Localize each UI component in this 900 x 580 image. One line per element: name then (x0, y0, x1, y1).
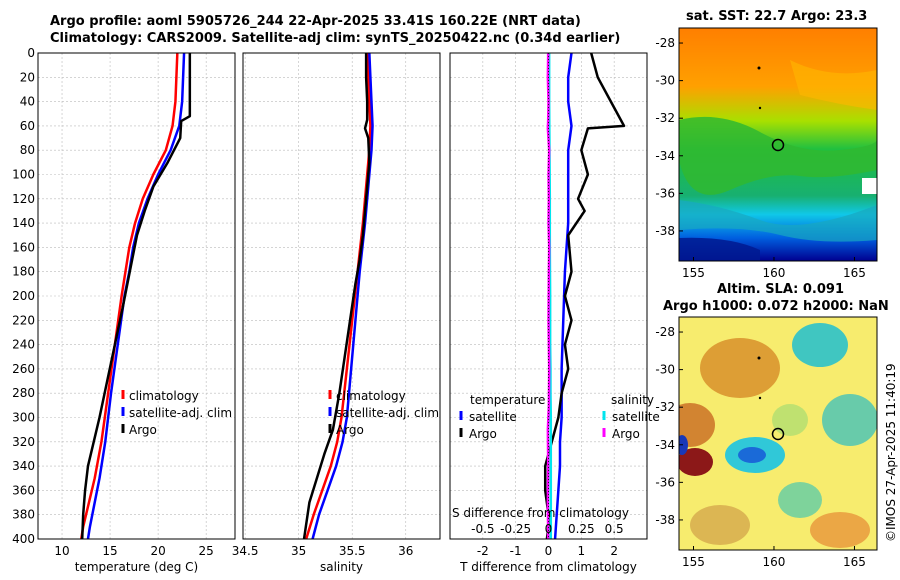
map-lat-label: -32 (655, 111, 675, 125)
x-tick-label: 25 (199, 544, 214, 558)
map-lat-label: -30 (655, 363, 675, 377)
map-lon-label: 165 (843, 266, 866, 280)
series-line-argo (302, 53, 371, 540)
legend-label: satellite-adj. clim (129, 406, 232, 420)
y-tick-label: 300 (12, 411, 35, 425)
x-tick-label: 36 (398, 544, 413, 558)
map-lon-label: 160 (763, 266, 786, 280)
map-lat-label: -38 (655, 224, 675, 238)
series-line-climatology (80, 52, 179, 540)
y-tick-label: 80 (20, 143, 35, 157)
legend-label: Argo (469, 427, 497, 441)
x-axis-label: temperature (deg C) (75, 560, 198, 574)
y-tick-label: 20 (20, 70, 35, 84)
x-tick-label: -1 (510, 544, 522, 558)
map-lat-label: -32 (655, 400, 675, 414)
map-lon-label: 160 (763, 555, 786, 569)
sst-argo-marker (771, 138, 785, 152)
x-tick-label: 15 (102, 544, 117, 558)
y-tick-label: 320 (12, 435, 35, 449)
secondary-tick-label: 0.25 (568, 522, 595, 536)
y-tick-label: 220 (12, 313, 35, 327)
legend-label: Argo (129, 423, 157, 437)
y-tick-label: 100 (12, 168, 35, 182)
legend-label: climatology (129, 389, 199, 403)
sst-map: -28 -30 -32 -34 -36 -38 155 160 165 (655, 27, 878, 280)
map-lat-label: -36 (655, 186, 675, 200)
title-line-1: Argo profile: aoml 5905726_244 22-Apr-20… (50, 14, 581, 29)
map-lat-label: -34 (655, 438, 675, 452)
map-lat-label: -30 (655, 74, 675, 88)
series-line-temperature-satellite (553, 52, 573, 540)
legend-label: satellite (612, 410, 660, 424)
x-tick-label: 34.5 (232, 544, 259, 558)
y-tick-label: 140 (12, 216, 35, 230)
map-lat-label: -28 (655, 325, 675, 339)
legend-label: climatology (336, 389, 406, 403)
sst-map-title: sat. SST: 22.7 Argo: 23.3 (686, 9, 868, 24)
y-tick-label: 260 (12, 362, 35, 376)
x-axis-label: salinity (320, 560, 363, 574)
y-tick-label: 240 (12, 338, 35, 352)
x-tick-label: -2 (477, 544, 489, 558)
series-line-satellite-adj-clim (311, 52, 374, 540)
y-tick-label: 340 (12, 459, 35, 473)
x-tick-label: 1 (578, 544, 586, 558)
series-line-argo (80, 53, 192, 540)
y-tick-label: 40 (20, 95, 35, 109)
legend-label: Argo (612, 427, 640, 441)
axes-frame (449, 52, 648, 540)
x-tick-label: 35 (291, 544, 306, 558)
y-tick-label: 200 (12, 289, 35, 303)
legend-label: satellite-adj. clim (336, 406, 439, 420)
sla-title-line-2: Argo h1000: 0.072 h2000: NaN (663, 299, 889, 314)
y-tick-label: 280 (12, 386, 35, 400)
secondary-tick-label: -0.5 (471, 522, 494, 536)
x-tick-label: 20 (150, 544, 165, 558)
map-lon-label: 165 (843, 555, 866, 569)
axes-frame (242, 52, 441, 540)
title-line-2: Climatology: CARS2009. Satellite-adj cli… (50, 31, 621, 46)
x-tick-label: 0 (545, 544, 553, 558)
secondary-tick-label: -0.25 (500, 522, 531, 536)
y-tick-label: 120 (12, 192, 35, 206)
map-lon-label: 155 (682, 555, 705, 569)
y-tick-label: 380 (12, 508, 35, 522)
x-tick-label: 10 (54, 544, 69, 558)
map-lat-label: -36 (655, 475, 675, 489)
sla-argo-marker (771, 427, 785, 441)
sla-title-line-1: Altim. SLA: 0.091 (717, 282, 844, 297)
difference-panel: -2 -1 0 1 2 T difference from climatology S di… (449, 52, 660, 574)
secondary-tick-label: 0.5 (605, 522, 624, 536)
sla-map: -28 -30 -32 -34 -36 -38 155 160 165 (655, 316, 878, 569)
axes-frame (37, 52, 236, 540)
imos-timestamp: ©IMOS 27-Apr-2025 11:40:19 (884, 363, 898, 542)
legend-label: Argo (336, 423, 364, 437)
y-tick-label: 60 (20, 119, 35, 133)
secondary-axis-label: S difference from climatology (452, 506, 629, 520)
y-tick-label: 180 (12, 265, 35, 279)
map-lon-label: 155 (682, 266, 705, 280)
y-tick-label: 400 (12, 532, 35, 546)
salinity-panel: 34.5 35 35.5 36 salinity climatology satellite… (232, 52, 441, 574)
map-lat-label: -38 (655, 513, 675, 527)
y-tick-label: 0 (27, 46, 35, 60)
x-tick-label: 35.5 (339, 544, 366, 558)
legend-header: salinity (611, 393, 654, 407)
map-lat-label: -34 (655, 149, 675, 163)
secondary-tick-label: 0 (545, 522, 553, 536)
legend-header: temperature (470, 393, 545, 407)
y-tick-label: 160 (12, 240, 35, 254)
map-lat-label: -28 (655, 36, 675, 50)
x-tick-label: 2 (610, 544, 618, 558)
series-line-temperature-argo (543, 52, 626, 540)
y-tick-label: 360 (12, 483, 35, 497)
legend-label: satellite (469, 410, 517, 424)
x-axis-label: T difference from climatology (459, 560, 637, 574)
